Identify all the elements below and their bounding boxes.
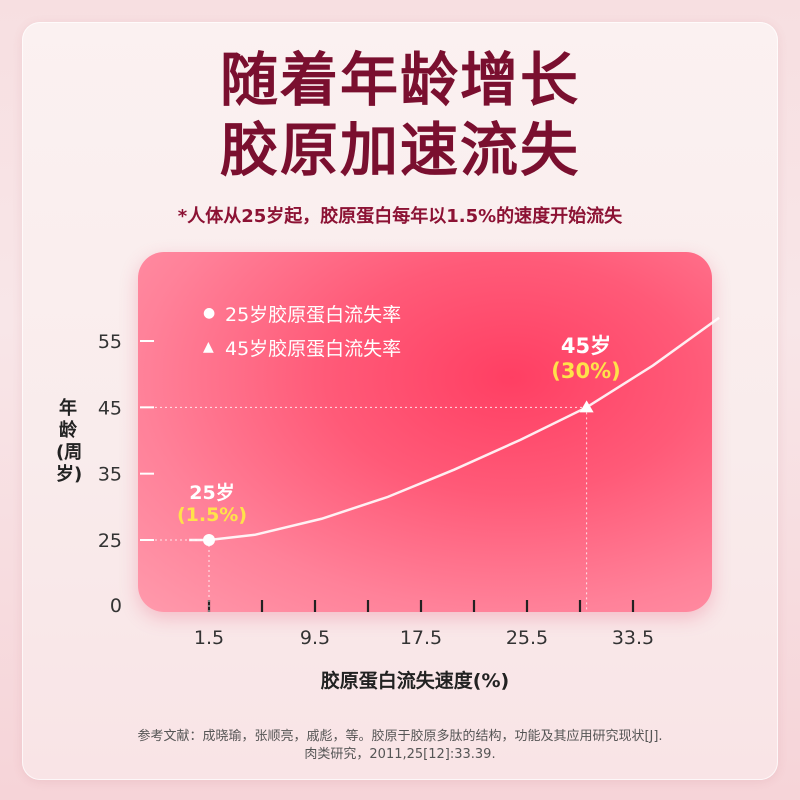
- chart-legend: ● 25岁胶原蛋白流失率 ▲ 45岁胶原蛋白流失率: [203, 296, 401, 364]
- chart-panel: [138, 252, 712, 612]
- triangle-marker-icon: ▲: [203, 339, 214, 355]
- subtitle: *人体从25岁起，胶原蛋白每年以1.5%的速度开始流失: [177, 206, 623, 227]
- reference-note: 参考文献：成晓瑜，张顺亮，戚彪，等。胶原于胶原多肽的结构，功能及其应用研究现状[…: [70, 728, 730, 764]
- data-point-triangle: [579, 400, 594, 413]
- callout-25-age: 25岁: [189, 482, 235, 504]
- callout-45: 45岁 (30%): [540, 334, 632, 384]
- reference-line-1: 参考文献：成晓瑜，张顺亮，戚彪，等。胶原于胶原多肽的结构，功能及其应用研究现状[…: [137, 729, 663, 744]
- x-tick-label: 9.5: [300, 627, 330, 649]
- headline-line-1: 随着年龄增长: [219, 46, 580, 114]
- y-axis-label: 年龄(周岁): [56, 398, 83, 485]
- y-tick-label: 0: [110, 595, 122, 617]
- series-line: [189, 316, 720, 542]
- headline-line-2: 胶原加速流失: [219, 116, 580, 184]
- callout-25: 25岁 (1.5%): [172, 482, 252, 526]
- x-axis-label: 胶原蛋白流失速度(%): [320, 670, 510, 692]
- x-tick-label: 33.5: [612, 627, 654, 649]
- legend-label-45: 45岁胶原蛋白流失率: [225, 337, 402, 360]
- callout-45-pct: (30%): [551, 359, 621, 383]
- legend-item-circle: ● 25岁胶原蛋白流失率: [203, 296, 401, 330]
- y-tick-label: 55: [98, 331, 122, 353]
- y-tick-label: 35: [98, 464, 122, 486]
- callout-45-age: 45岁: [560, 334, 612, 358]
- x-tick-label: 17.5: [400, 627, 442, 649]
- reference-line-2: 肉类研究，2011,25[12]:33.39.: [304, 747, 496, 762]
- legend-item-triangle: ▲ 45岁胶原蛋白流失率: [203, 330, 401, 364]
- circle-marker-icon: ●: [203, 305, 216, 321]
- legend-label-25: 25岁胶原蛋白流失率: [225, 303, 402, 326]
- data-point-circle: [203, 534, 215, 546]
- x-tick-label: 25.5: [506, 627, 548, 649]
- y-tick-label: 25: [98, 530, 122, 552]
- y-tick-label: 45: [98, 397, 122, 419]
- x-tick-label: 1.5: [194, 627, 224, 649]
- callout-25-pct: (1.5%): [176, 504, 248, 526]
